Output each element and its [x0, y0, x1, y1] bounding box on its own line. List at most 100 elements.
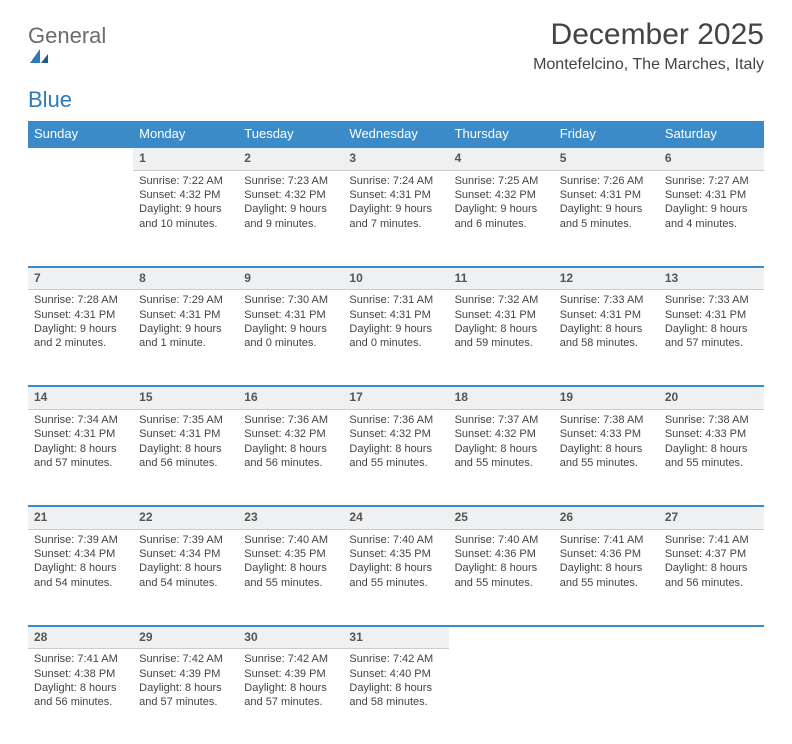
daylight-line: and 55 minutes.	[244, 576, 337, 590]
daylight-line: Daylight: 8 hours	[560, 561, 653, 575]
sunrise-line: Sunrise: 7:41 AM	[665, 533, 758, 547]
day-cell	[449, 649, 554, 744]
daylight-line: Daylight: 8 hours	[349, 681, 442, 695]
day-cell: Sunrise: 7:26 AMSunset: 4:31 PMDaylight:…	[554, 170, 659, 267]
day-number: 5	[554, 147, 659, 170]
daylight-line: Daylight: 9 hours	[244, 322, 337, 336]
day-number: 24	[343, 506, 448, 529]
daylight-line: and 58 minutes.	[349, 695, 442, 709]
daynum-row: 78910111213	[28, 267, 764, 290]
day-cell: Sunrise: 7:37 AMSunset: 4:32 PMDaylight:…	[449, 410, 554, 507]
day-cell: Sunrise: 7:30 AMSunset: 4:31 PMDaylight:…	[238, 290, 343, 387]
sunrise-line: Sunrise: 7:42 AM	[139, 652, 232, 666]
day-number: 2	[238, 147, 343, 170]
daylight-line: and 10 minutes.	[139, 217, 232, 231]
sunrise-line: Sunrise: 7:39 AM	[139, 533, 232, 547]
daylight-line: and 56 minutes.	[34, 695, 127, 709]
day-cell: Sunrise: 7:41 AMSunset: 4:37 PMDaylight:…	[659, 529, 764, 626]
day-number: 27	[659, 506, 764, 529]
daylight-line: Daylight: 8 hours	[560, 322, 653, 336]
day-cell: Sunrise: 7:40 AMSunset: 4:35 PMDaylight:…	[343, 529, 448, 626]
day-cell: Sunrise: 7:24 AMSunset: 4:31 PMDaylight:…	[343, 170, 448, 267]
sunrise-line: Sunrise: 7:41 AM	[560, 533, 653, 547]
sunrise-line: Sunrise: 7:27 AM	[665, 174, 758, 188]
day-number	[449, 626, 554, 649]
sunset-line: Sunset: 4:32 PM	[455, 427, 548, 441]
sunrise-line: Sunrise: 7:36 AM	[349, 413, 442, 427]
daylight-line: Daylight: 9 hours	[560, 202, 653, 216]
daylight-line: Daylight: 8 hours	[34, 561, 127, 575]
detail-row: Sunrise: 7:41 AMSunset: 4:38 PMDaylight:…	[28, 649, 764, 744]
daylight-line: Daylight: 8 hours	[139, 561, 232, 575]
sunrise-line: Sunrise: 7:40 AM	[455, 533, 548, 547]
sunset-line: Sunset: 4:31 PM	[560, 308, 653, 322]
day-cell: Sunrise: 7:34 AMSunset: 4:31 PMDaylight:…	[28, 410, 133, 507]
daylight-line: Daylight: 8 hours	[455, 442, 548, 456]
day-header: Tuesday	[238, 121, 343, 147]
day-cell: Sunrise: 7:33 AMSunset: 4:31 PMDaylight:…	[659, 290, 764, 387]
sunset-line: Sunset: 4:36 PM	[455, 547, 548, 561]
daylight-line: and 9 minutes.	[244, 217, 337, 231]
title-block: December 2025 Montefelcino, The Marches,…	[533, 18, 764, 74]
day-number: 18	[449, 386, 554, 409]
day-cell: Sunrise: 7:29 AMSunset: 4:31 PMDaylight:…	[133, 290, 238, 387]
day-number: 31	[343, 626, 448, 649]
day-number: 10	[343, 267, 448, 290]
day-cell: Sunrise: 7:39 AMSunset: 4:34 PMDaylight:…	[133, 529, 238, 626]
daylight-line: Daylight: 8 hours	[34, 442, 127, 456]
daylight-line: and 57 minutes.	[34, 456, 127, 470]
day-number: 14	[28, 386, 133, 409]
day-cell: Sunrise: 7:40 AMSunset: 4:36 PMDaylight:…	[449, 529, 554, 626]
sunset-line: Sunset: 4:39 PM	[244, 667, 337, 681]
day-number: 21	[28, 506, 133, 529]
day-number: 9	[238, 267, 343, 290]
day-number	[554, 626, 659, 649]
daylight-line: and 57 minutes.	[139, 695, 232, 709]
daylight-line: Daylight: 9 hours	[139, 202, 232, 216]
brand-word-2: Blue	[28, 87, 72, 112]
day-number: 23	[238, 506, 343, 529]
daylight-line: Daylight: 8 hours	[139, 681, 232, 695]
sunrise-line: Sunrise: 7:39 AM	[34, 533, 127, 547]
daylight-line: and 56 minutes.	[139, 456, 232, 470]
daylight-line: Daylight: 8 hours	[665, 442, 758, 456]
day-cell: Sunrise: 7:40 AMSunset: 4:35 PMDaylight:…	[238, 529, 343, 626]
daylight-line: Daylight: 8 hours	[349, 442, 442, 456]
day-header-row: Sunday Monday Tuesday Wednesday Thursday…	[28, 121, 764, 147]
daylight-line: and 57 minutes.	[244, 695, 337, 709]
daynum-row: 28293031	[28, 626, 764, 649]
day-cell: Sunrise: 7:28 AMSunset: 4:31 PMDaylight:…	[28, 290, 133, 387]
sunrise-line: Sunrise: 7:22 AM	[139, 174, 232, 188]
day-number: 16	[238, 386, 343, 409]
daylight-line: Daylight: 8 hours	[349, 561, 442, 575]
sunset-line: Sunset: 4:31 PM	[139, 308, 232, 322]
daylight-line: Daylight: 9 hours	[349, 202, 442, 216]
daylight-line: and 55 minutes.	[560, 576, 653, 590]
sunset-line: Sunset: 4:36 PM	[560, 547, 653, 561]
day-cell: Sunrise: 7:42 AMSunset: 4:40 PMDaylight:…	[343, 649, 448, 744]
day-number: 1	[133, 147, 238, 170]
day-header: Saturday	[659, 121, 764, 147]
brand-logo: General Blue	[28, 18, 106, 111]
sunset-line: Sunset: 4:31 PM	[665, 308, 758, 322]
sunrise-line: Sunrise: 7:40 AM	[349, 533, 442, 547]
header: General Blue December 2025 Montefelcino,…	[28, 18, 764, 111]
day-cell: Sunrise: 7:41 AMSunset: 4:38 PMDaylight:…	[28, 649, 133, 744]
location: Montefelcino, The Marches, Italy	[533, 56, 764, 74]
sunset-line: Sunset: 4:35 PM	[349, 547, 442, 561]
sunset-line: Sunset: 4:34 PM	[139, 547, 232, 561]
daylight-line: and 55 minutes.	[349, 576, 442, 590]
daylight-line: Daylight: 8 hours	[665, 322, 758, 336]
sunrise-line: Sunrise: 7:26 AM	[560, 174, 653, 188]
sunset-line: Sunset: 4:37 PM	[665, 547, 758, 561]
day-cell: Sunrise: 7:23 AMSunset: 4:32 PMDaylight:…	[238, 170, 343, 267]
day-cell: Sunrise: 7:42 AMSunset: 4:39 PMDaylight:…	[238, 649, 343, 744]
detail-row: Sunrise: 7:39 AMSunset: 4:34 PMDaylight:…	[28, 529, 764, 626]
day-header: Thursday	[449, 121, 554, 147]
day-number	[659, 626, 764, 649]
daylight-line: Daylight: 8 hours	[34, 681, 127, 695]
day-cell: Sunrise: 7:25 AMSunset: 4:32 PMDaylight:…	[449, 170, 554, 267]
day-cell: Sunrise: 7:42 AMSunset: 4:39 PMDaylight:…	[133, 649, 238, 744]
daylight-line: and 55 minutes.	[455, 576, 548, 590]
daylight-line: and 54 minutes.	[139, 576, 232, 590]
